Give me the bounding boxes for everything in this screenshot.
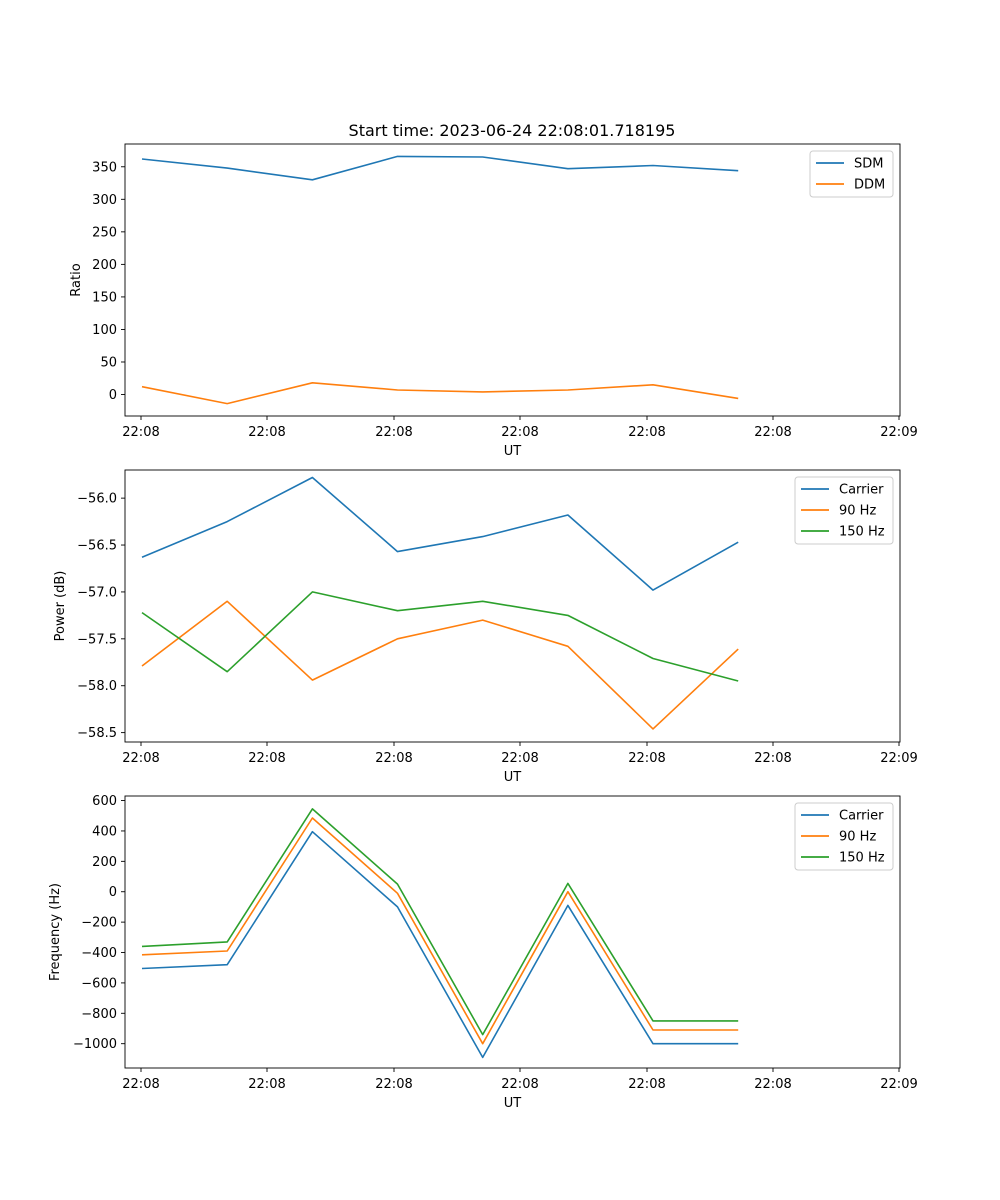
panel-3-legend: Carrier 90 Hz 150 Hz — [794, 802, 894, 871]
panel-3-xtick-label: 22:08 — [375, 1077, 412, 1092]
panel-1-xtick-label: 22:08 — [122, 425, 159, 440]
panel-1-ytick-label: 200 — [92, 258, 117, 273]
panel-1-axes-frame — [124, 143, 901, 417]
panel-1-xlabel: UT — [504, 444, 522, 459]
panel-1-ytick-label: 100 — [92, 323, 117, 338]
panel-2-axes-frame — [124, 469, 901, 743]
panel-2-ytick-label: −56.0 — [77, 492, 117, 507]
panel-1-series-line-1 — [141, 155, 739, 181]
panel-3-series-line-2 — [141, 817, 739, 1045]
panel-2-xtick-label: 22:09 — [880, 751, 917, 766]
panel-2-ytick-label: −58.0 — [77, 679, 117, 694]
panel-2-ylabel: Power (dB) — [53, 571, 68, 642]
panel-2: −56.0 −56.5 −57.0 −57.5 −58.0 −58.5 22:08 22:08… — [53, 469, 918, 785]
panel-3-ytick-label: −400 — [81, 946, 117, 961]
panel-3-ytick-label: 200 — [92, 855, 117, 870]
panel-3-ytick-label: −200 — [81, 916, 117, 931]
panel-1-legend-label: SDM — [854, 157, 883, 172]
panel-3-legend-box — [794, 802, 894, 871]
panel-1-legend: SDM DDM — [809, 150, 894, 198]
panel-3-xtick-label: 22:08 — [501, 1077, 538, 1092]
panel-2-ytick-label: −57.0 — [77, 585, 117, 600]
panels: 0 50 100 150 200 250 300 350 22:08 22:08 22:08 22:0… — [48, 143, 918, 1111]
panel-3-ytick-label: 600 — [92, 794, 117, 809]
panel-3-ylabel: Frequency (Hz) — [48, 883, 63, 981]
panel-3-axes-frame — [124, 795, 901, 1069]
panel-3-ytick-label: −600 — [81, 976, 117, 991]
panel-1-ytick-label: 0 — [109, 388, 117, 403]
panel-2-ytick-label: −56.5 — [77, 539, 117, 554]
panel-2-xtick-label: 22:08 — [375, 751, 412, 766]
panel-2-legend-box — [794, 476, 894, 545]
panel-3-series-line-3 — [141, 808, 739, 1036]
panel-1-ytick-label: 300 — [92, 193, 117, 208]
panel-2-xtick-label: 22:08 — [754, 751, 791, 766]
panel-3-ytick-label: 0 — [109, 885, 117, 900]
panel-3-xtick-label: 22:08 — [122, 1077, 159, 1092]
panel-2-xtick-label: 22:08 — [501, 751, 538, 766]
panel-1-legend-label: DDM — [854, 178, 885, 193]
panel-1-xtick-label: 22:08 — [628, 425, 665, 440]
panel-1-xtick-label: 22:08 — [754, 425, 791, 440]
panel-3-xtick-label: 22:08 — [628, 1077, 665, 1092]
panel-1-xtick-label: 22:08 — [501, 425, 538, 440]
panel-3-xlabel: UT — [504, 1096, 522, 1111]
panel-2-series-line-2 — [141, 600, 739, 730]
panel-1-xtick-label: 22:08 — [248, 425, 285, 440]
panel-1: 0 50 100 150 200 250 300 350 22:08 22:08 22:08 22:0… — [69, 143, 918, 459]
panel-1-xtick-label: 22:08 — [375, 425, 412, 440]
figure-title: Start time: 2023-06-24 22:08:01.718195 — [349, 121, 676, 140]
panel-2-ytick-label: −57.5 — [77, 632, 117, 647]
panel-1-xtick-label: 22:09 — [880, 425, 917, 440]
panel-3-xtick-label: 22:08 — [248, 1077, 285, 1092]
panel-3-xtick-label: 22:08 — [754, 1077, 791, 1092]
panel-3-xtick-label: 22:09 — [880, 1077, 917, 1092]
panel-3-legend-label: 150 Hz — [839, 851, 885, 866]
panel-3-legend-label: 90 Hz — [839, 830, 876, 845]
panel-2-legend-label: 90 Hz — [839, 504, 876, 519]
panel-3-legend-label: Carrier — [839, 809, 884, 824]
panel-2-legend-label: Carrier — [839, 483, 884, 498]
panel-1-ytick-label: 250 — [92, 225, 117, 240]
panel-1-ylabel: Ratio — [69, 263, 84, 296]
panel-2-xtick-label: 22:08 — [122, 751, 159, 766]
panel-3-ytick-label: 400 — [92, 824, 117, 839]
panel-3-ytick-label: −800 — [81, 1007, 117, 1022]
panel-1-ytick-label: 150 — [92, 290, 117, 305]
panel-1-series-line-2 — [141, 381, 739, 405]
panel-2-series-line-3 — [141, 591, 739, 682]
panel-2-xtick-label: 22:08 — [248, 751, 285, 766]
panel-1-ytick-label: 350 — [92, 160, 117, 175]
panel-2-ytick-label: −58.5 — [77, 726, 117, 741]
panel-1-ytick-label: 50 — [100, 355, 117, 370]
panel-2-xtick-label: 22:08 — [628, 751, 665, 766]
panel-3-ytick-label: −1000 — [73, 1037, 117, 1052]
panel-3: 600 400 200 0 −200 −400 −600 −800 −1000 22:08 22:0… — [48, 794, 918, 1111]
panel-2-legend-label: 150 Hz — [839, 525, 885, 540]
panel-2-xlabel: UT — [504, 770, 522, 785]
panel-2-legend: Carrier 90 Hz 150 Hz — [794, 476, 894, 545]
panel-3-series-line-1 — [141, 830, 739, 1059]
panel-2-series-line-1 — [141, 476, 739, 591]
